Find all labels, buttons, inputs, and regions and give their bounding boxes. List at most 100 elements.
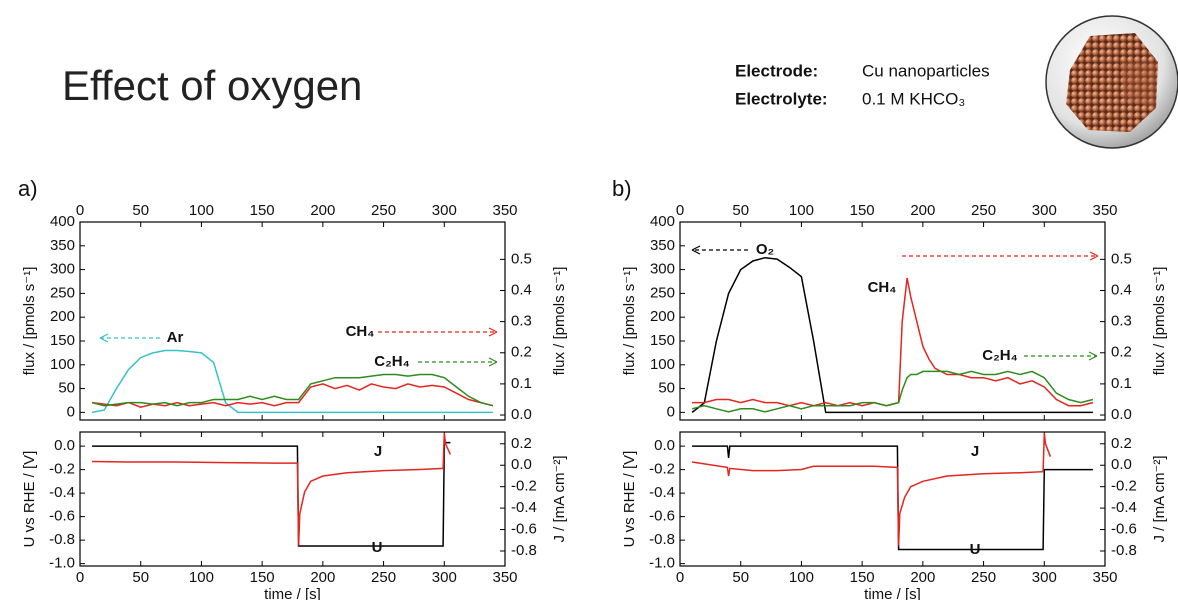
y2-tick-label: -0.6 [511,521,537,538]
y-axis-label: U vs RHE / [V] [21,451,38,548]
electrolyte-label: Electrolyte: [735,89,828,108]
y-tick-label: -0.2 [649,461,675,478]
x-tick-label: 150 [250,569,275,586]
arrow-head [1089,251,1099,261]
electrode-value: Cu nanoparticles [862,61,990,80]
series-line [692,445,1093,551]
y2-tick-label: 0.4 [1111,281,1132,298]
nanoparticle-image [1045,15,1178,149]
x-tick-label: 100 [789,202,814,219]
y2-tick-label: 0.0 [1111,406,1132,423]
series-line [92,433,452,546]
series-line [691,370,1094,413]
electrode-label: Electrode: [735,61,818,80]
series-line [91,373,494,407]
y2-tick-label: 0.0 [511,406,532,423]
series-line [91,349,493,414]
x-tick-label: 300 [1032,202,1057,219]
y2-tick-label: 0.2 [511,435,532,452]
y2-tick-label: 0.1 [1111,375,1132,392]
series-label: U [372,539,383,556]
x-tick-label: 50 [732,202,749,219]
x-tick-label: 50 [732,569,749,586]
x-tick-label: 350 [492,569,517,586]
y-tick-label: 350 [50,237,75,254]
y-tick-label: 50 [658,380,675,397]
y2-tick-label: -0.8 [1111,542,1137,559]
y2-tick-label: -0.2 [1111,478,1137,495]
y2-tick-label: -0.6 [1111,521,1137,538]
y-tick-label: 0 [667,403,675,420]
y-tick-label: -0.6 [649,508,675,525]
series-line [691,433,1052,546]
x-tick-label: 200 [910,569,935,586]
arrow-head [691,245,701,255]
y-tick-label: -1.0 [49,555,75,572]
arrow-head [1088,351,1098,361]
plot-frame [79,221,506,421]
y2-axis-label: J / [mA cm⁻²] [1151,455,1168,542]
y2-tick-label: 0.2 [1111,344,1132,361]
plot-frame [679,221,1106,421]
y2-tick-label: -0.8 [511,542,537,559]
y2-tick-label: 0.3 [511,313,532,330]
series-line [692,277,1094,407]
x-tick-label: 100 [189,569,214,586]
arrow-head [488,357,498,367]
y-tick-label: 0 [67,403,75,420]
y2-tick-label: -0.4 [1111,499,1137,516]
series-label: J [971,443,979,460]
slide-title: Effect of oxygen [62,62,362,109]
x-tick-label: 100 [189,202,214,219]
x-tick-label: 200 [910,202,935,219]
x-tick-label: 0 [76,569,84,586]
series-line [92,441,451,547]
y-tick-label: -0.8 [649,531,675,548]
y2-tick-label: 0.0 [511,456,532,473]
x-tick-label: 200 [310,569,335,586]
y2-tick-label: 0.3 [1111,313,1132,330]
x-tick-label: 50 [132,202,149,219]
x-tick-label: 150 [250,202,275,219]
series-line [92,383,494,408]
y-tick-label: 300 [50,261,75,278]
x-tick-label: 250 [371,569,396,586]
y2-axis-label: flux / [pmols s⁻¹] [1151,267,1168,376]
x-axis-label: time / [s] [264,586,321,600]
arrow-head [99,333,109,343]
y-tick-label: 0.0 [54,437,75,454]
x-tick-label: 200 [310,202,335,219]
y2-tick-label: 0.4 [511,281,532,298]
y-tick-label: -0.2 [49,461,75,478]
x-tick-label: 100 [789,569,814,586]
y-axis-label: U vs RHE / [V] [621,451,638,548]
y-tick-label: 100 [650,356,675,373]
y-tick-label: 250 [650,284,675,301]
y-tick-label: 200 [650,308,675,325]
y-axis-label: flux / [pmols s⁻¹] [621,267,638,376]
y-tick-label: 400 [50,213,75,230]
y-tick-label: 350 [650,237,675,254]
y-tick-label: 50 [58,380,75,397]
series-label: CH₄ [346,323,375,340]
x-tick-label: 0 [76,202,84,219]
y-tick-label: 300 [650,261,675,278]
series-label: CH₄ [868,279,897,296]
x-tick-label: 250 [371,202,396,219]
x-tick-label: 50 [132,569,149,586]
y2-tick-label: 0.1 [511,375,532,392]
x-tick-label: 0 [676,202,684,219]
y-tick-label: 150 [650,332,675,349]
series-label: C₂H₄ [982,347,1017,364]
y-tick-label: 150 [50,332,75,349]
y2-tick-label: 0.2 [511,344,532,361]
y-tick-label: -0.6 [49,508,75,525]
y-axis-label: flux / [pmols s⁻¹] [21,267,38,376]
y-tick-label: -0.4 [49,484,75,501]
series-label: Ar [167,329,184,346]
y-tick-label: 400 [650,213,675,230]
series-label: J [374,443,382,460]
y-tick-label: 250 [50,284,75,301]
y2-tick-label: -0.2 [511,478,537,495]
